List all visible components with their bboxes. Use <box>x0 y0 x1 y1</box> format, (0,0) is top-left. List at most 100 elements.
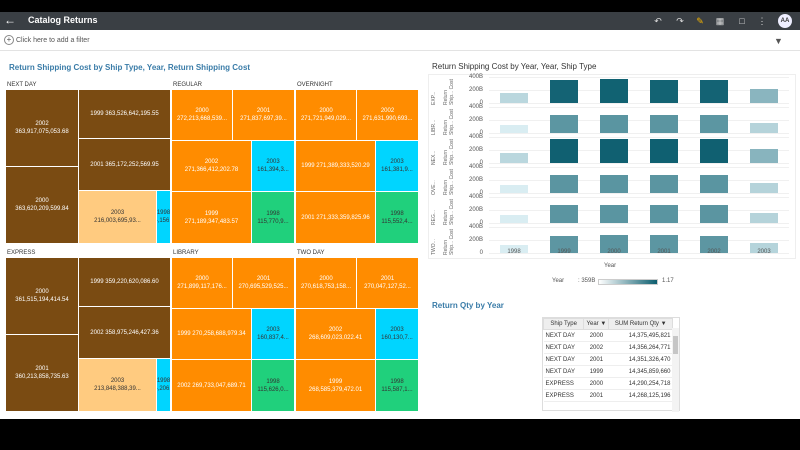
treemap-cell[interactable]: 1999 359,220,620,086.60 <box>79 258 171 307</box>
table-row[interactable]: NEXT DAY 2000 14,375,495,821 <box>543 329 673 342</box>
bar-mark[interactable] <box>700 115 728 133</box>
treemap-cell[interactable]: 2001 271,837,697,39... <box>233 90 295 141</box>
table-row[interactable]: EXPRESS 2001 14,268,125,196 <box>543 389 673 402</box>
treemap-cell[interactable]: 1998 115,626,0... <box>252 360 295 412</box>
table-row[interactable]: NEXT DAY 2001 14,351,326,470 <box>543 353 673 366</box>
undo-icon[interactable]: ↶ <box>654 16 662 26</box>
filter-funnel-icon[interactable]: ▼ <box>774 36 783 46</box>
avatar[interactable]: AA <box>778 14 792 28</box>
treemap-cell[interactable]: 1998 115,770,9... <box>252 192 295 244</box>
treemap-cell[interactable]: 2003 160,837,4... <box>252 309 295 360</box>
treemap-cell[interactable]: 2002 358,975,246,427.36 <box>79 307 171 359</box>
bar-mark[interactable] <box>700 235 728 253</box>
chat-icon[interactable]: □ <box>739 16 745 26</box>
treemap-cell[interactable]: 2000 272,213,668,539... <box>172 90 233 141</box>
table-row[interactable]: EXPRESS 2000 14,290,254,718 <box>543 377 673 390</box>
filter-hint[interactable]: Click here to add a filter <box>16 37 90 44</box>
bar-mark[interactable] <box>550 205 578 223</box>
treemap-cell[interactable]: 2000 361,515,194,414.54 <box>6 258 79 335</box>
bar-mark[interactable] <box>650 139 678 163</box>
treemap-cell[interactable]: 2000 271,899,117,176... <box>172 258 233 309</box>
bar-mark[interactable] <box>500 152 528 163</box>
bar-mark[interactable] <box>600 205 628 223</box>
bar-mark[interactable] <box>550 175 578 193</box>
bar-mark[interactable] <box>500 125 528 133</box>
bar-mark[interactable] <box>650 115 678 133</box>
treemap-cell[interactable]: 1999 363,526,642,195.55 <box>79 90 171 139</box>
treemap-cell[interactable]: 2003 216,003,695,93... <box>79 191 157 244</box>
bar-mark[interactable] <box>550 235 578 253</box>
treemap-cell[interactable]: 1999 270,258,688,979.34 <box>172 309 252 360</box>
col-sum-return-qty[interactable]: SUM Return Qty ▼ <box>608 318 673 330</box>
bar-mark[interactable] <box>750 212 778 223</box>
bar-mark[interactable] <box>500 92 528 103</box>
add-filter-icon[interactable]: + <box>4 35 14 45</box>
bar-mark[interactable] <box>650 175 678 193</box>
treemap-cell[interactable]: 2003 161,381,9... <box>376 141 419 192</box>
bar-mark[interactable] <box>550 115 578 133</box>
treemap-cell[interactable]: 1998 115,552,4... <box>376 192 419 244</box>
bar-mark[interactable] <box>600 115 628 133</box>
bar-mark[interactable] <box>550 79 578 103</box>
treemap-cell[interactable]: 2001 365,172,252,569.95 <box>79 139 171 191</box>
treemap-cell[interactable]: 2002 271,366,412,202.78 <box>172 141 252 192</box>
table-scroll-thumb[interactable] <box>673 336 678 354</box>
bar-gridline <box>489 197 789 198</box>
table-row[interactable]: NEXT DAY 2002 14,356,264,771 <box>543 341 673 354</box>
bar-mark[interactable] <box>500 185 528 193</box>
col-ship-type[interactable]: Ship Type <box>542 318 585 330</box>
bar-mark[interactable] <box>600 79 628 103</box>
menu-icon[interactable]: ⋮ <box>757 16 767 26</box>
treemap-panel: LIBRARY 2000 271,899,117,176... 2001 270,6… <box>172 248 295 412</box>
treemap-cell[interactable]: 2001 270,047,127,52... <box>357 258 419 309</box>
col-year[interactable]: Year ▼ <box>583 318 610 330</box>
bar-mark[interactable] <box>750 148 778 163</box>
bar-mark[interactable] <box>500 215 528 223</box>
treemap-cell[interactable]: 2001 270,695,529,525... <box>233 258 295 309</box>
bar-mark[interactable] <box>500 245 528 253</box>
table-scrollbar[interactable] <box>672 328 679 412</box>
treemap-cell[interactable]: 2003 213,848,388,39... <box>79 359 157 412</box>
bar-mark[interactable] <box>600 175 628 193</box>
bar-mark[interactable] <box>750 122 778 133</box>
qty-table[interactable]: Ship Type Year ▼ SUM Return Qty ▼ NEXT D… <box>542 317 680 412</box>
treemap-cell[interactable]: 2003 161,394,3... <box>252 141 295 192</box>
treemap-cell[interactable]: 2001 360,213,858,735.63 <box>6 335 79 412</box>
bar-mark[interactable] <box>700 205 728 223</box>
treemap-cell[interactable]: 1998 154,156,1... <box>157 191 171 244</box>
bar-mark[interactable] <box>550 139 578 163</box>
treemap-cell[interactable]: 1998 115,587,1... <box>376 360 419 412</box>
treemap-cell[interactable]: 1999 271,389,333,520.29 <box>296 141 376 192</box>
edit-icon[interactable]: ✎ <box>696 16 704 26</box>
bar-mark[interactable] <box>650 235 678 253</box>
back-arrow-icon[interactable]: ← <box>4 13 16 27</box>
bar-mark[interactable] <box>700 175 728 193</box>
treemap-cell[interactable]: 2003 160,130,7... <box>376 309 419 360</box>
filter-bar[interactable]: + Click here to add a filter ▼ <box>0 30 800 51</box>
bar-mark[interactable] <box>650 79 678 103</box>
treemap-cell[interactable]: 1999 271,189,347,483.57 <box>172 192 252 244</box>
treemap-cell[interactable]: 1998 154,206,5... <box>157 359 171 412</box>
bar-row-axis-label: Return Ship... Cost <box>443 169 455 195</box>
treemap-cell[interactable]: 2000 270,618,753,158... <box>296 258 357 309</box>
treemap-cell[interactable]: 2000 363,620,209,599.84 <box>6 167 79 244</box>
data-icon[interactable]: ▦ <box>715 16 725 26</box>
bar-mark[interactable] <box>750 182 778 193</box>
bar-mark[interactable] <box>700 139 728 163</box>
bar-mark[interactable] <box>750 242 778 253</box>
treemap-cell[interactable]: 2001 271,333,359,825.96 <box>296 192 376 244</box>
bar-mark[interactable] <box>750 89 778 103</box>
bar-mark[interactable] <box>600 139 628 163</box>
treemap-cell[interactable]: 2002 269,733,047,689.71 <box>172 360 252 412</box>
treemap-cell[interactable]: 1999 268,585,379,472.01 <box>296 360 376 412</box>
treemap-cell[interactable]: 2002 363,917,075,053.68 <box>6 90 79 167</box>
bar-mark[interactable] <box>600 235 628 253</box>
table-row[interactable]: NEXT DAY 1999 14,345,859,660 <box>543 365 673 378</box>
bar-mark[interactable] <box>650 205 678 223</box>
treemap-cell[interactable]: 2002 271,631,990,693... <box>357 90 419 141</box>
treemap-cell[interactable]: 2002 268,609,023,022.41 <box>296 309 376 360</box>
redo-icon[interactable]: ↷ <box>676 16 684 26</box>
bar-chart-legend: Year : 359B 1.17 <box>552 276 682 288</box>
treemap-cell[interactable]: 2000 271,721,949,029... <box>296 90 357 141</box>
bar-mark[interactable] <box>700 79 728 103</box>
